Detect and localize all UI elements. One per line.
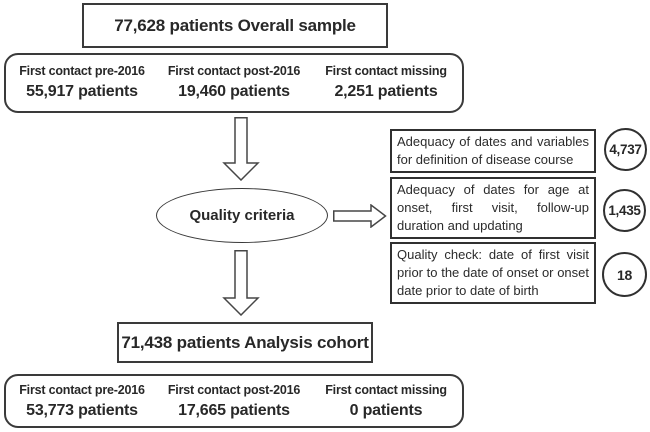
first-contact-missing-label: First contact missing [325, 383, 447, 397]
exclusion-count: 4,737 [609, 142, 642, 157]
exclusion-text: Adequacy of dates and variables for defi… [397, 134, 589, 167]
right-arrow-icon [333, 204, 387, 228]
quality-criteria-label: Quality criteria [189, 207, 295, 224]
breakdown-column: First contact post-2016 17,665 patients [158, 383, 310, 426]
first-contact-post2016-value: 19,460 patients [178, 83, 290, 100]
overall-sample-label: 77,628 patients Overall sample [114, 15, 356, 35]
analysis-breakdown-box: First contact pre-2016 53,773 patients F… [4, 374, 464, 428]
quality-criteria-ellipse: Quality criteria [156, 188, 328, 243]
exclusion-count-circle: 1,435 [603, 189, 646, 232]
exclusion-box-disease-course: Adequacy of dates and variables for defi… [390, 129, 596, 173]
exclusion-count: 18 [617, 266, 632, 283]
exclusion-count-circle: 4,737 [604, 128, 647, 171]
breakdown-column: First contact pre-2016 55,917 patients [6, 64, 158, 111]
first-contact-pre2016-value: 53,773 patients [26, 402, 138, 419]
exclusion-box-dates-adequacy: Adequacy of dates for age at onset, firs… [390, 177, 596, 239]
first-contact-pre2016-value: 55,917 patients [26, 83, 138, 100]
analysis-cohort-label: 71,438 patients Analysis cohort [121, 332, 369, 352]
down-arrow-icon [222, 250, 260, 316]
exclusion-count: 1,435 [608, 203, 641, 218]
first-contact-missing-value: 2,251 patients [334, 83, 438, 100]
first-contact-missing-value: 0 patients [349, 402, 423, 419]
first-contact-post2016-label: First contact post-2016 [167, 64, 301, 78]
first-contact-post2016-value: 17,665 patients [178, 402, 290, 419]
breakdown-column: First contact missing 0 patients [310, 383, 462, 426]
breakdown-column: First contact pre-2016 53,773 patients [6, 383, 158, 426]
first-contact-post2016-label: First contact post-2016 [167, 383, 301, 397]
down-arrow-icon [222, 117, 260, 181]
exclusion-text: Adequacy of dates for age at onset, firs… [397, 182, 589, 233]
first-contact-pre2016-label: First contact pre-2016 [19, 383, 145, 397]
exclusion-box-quality-check: Quality check: date of first visit prior… [390, 242, 596, 304]
exclusion-text: Quality check: date of first visit prior… [397, 247, 589, 298]
breakdown-column: First contact missing 2,251 patients [310, 64, 462, 111]
breakdown-column: First contact post-2016 19,460 patients [158, 64, 310, 111]
exclusion-count-circle: 18 [602, 252, 647, 297]
first-contact-pre2016-label: First contact pre-2016 [19, 64, 145, 78]
analysis-cohort-box: 71,438 patients Analysis cohort [117, 322, 373, 363]
first-contact-missing-label: First contact missing [325, 64, 447, 78]
overall-sample-box: 77,628 patients Overall sample [82, 3, 388, 48]
overall-breakdown-box: First contact pre-2016 55,917 patients F… [4, 53, 464, 113]
